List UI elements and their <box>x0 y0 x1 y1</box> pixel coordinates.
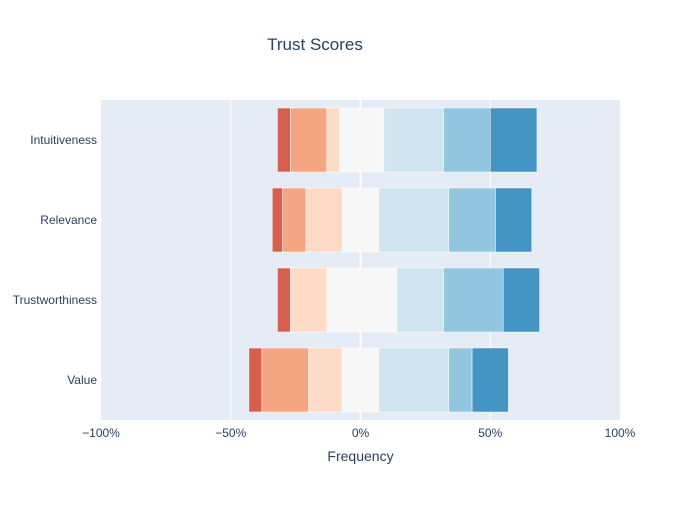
y-tick-label: Intuitiveness <box>30 133 97 147</box>
bar-segment <box>383 107 444 173</box>
bar-segment <box>495 187 533 253</box>
x-tick-label: 100% <box>605 426 636 440</box>
bar-segment <box>342 187 379 253</box>
y-tick-label: Relevance <box>40 213 97 227</box>
bar-segment <box>261 347 309 413</box>
bar-segment <box>396 267 444 333</box>
y-axis-labels: Intuitiveness Relevance Trustworthiness Val… <box>13 133 98 387</box>
bar-segment <box>448 347 473 413</box>
bar-segment <box>502 267 540 333</box>
bars <box>248 107 540 413</box>
y-tick-label: Trustworthiness <box>13 293 97 307</box>
bar-segment <box>272 187 283 253</box>
bar-segment <box>339 107 385 173</box>
bar-segment <box>378 187 449 253</box>
x-tick-label: 50% <box>478 426 502 440</box>
x-tick-label: 0% <box>352 426 370 440</box>
bar-segment <box>443 267 504 333</box>
bar-segment <box>277 267 291 333</box>
x-axis-title: Frequency <box>327 448 393 464</box>
bar-segment <box>448 187 496 253</box>
bar-segment <box>290 107 328 173</box>
bar-segment <box>326 267 398 333</box>
bar-segment <box>326 107 340 173</box>
bar-segment <box>490 107 538 173</box>
bar-segment <box>277 107 291 173</box>
bar-segment <box>282 187 307 253</box>
x-axis-labels: −100% −50% 0% 50% 100% <box>82 426 636 440</box>
x-tick-label: −100% <box>82 426 120 440</box>
bar-segment <box>308 347 346 413</box>
chart-title: Trust Scores <box>267 35 363 54</box>
bar-segment <box>342 347 379 413</box>
y-tick-label: Value <box>67 373 97 387</box>
bar-segment <box>378 347 449 413</box>
x-tick-label: −50% <box>215 426 246 440</box>
bar-segment <box>248 347 263 413</box>
bar-segment <box>290 267 328 333</box>
bar-segment <box>443 107 491 173</box>
bar-segment <box>471 347 509 413</box>
bar-segment <box>305 187 343 253</box>
